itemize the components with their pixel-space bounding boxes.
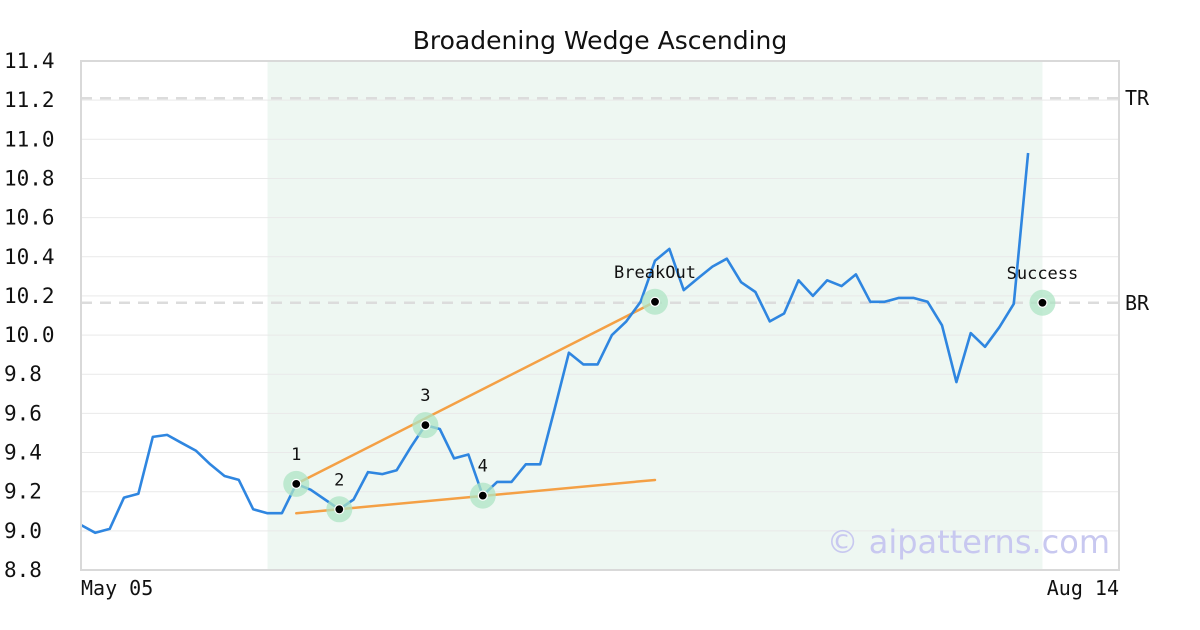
annotation-point (334, 504, 345, 515)
y-tick-label: 9.6 (4, 401, 42, 425)
annotation-label: 4 (478, 457, 488, 477)
watermark: © aipatterns.com (827, 523, 1110, 561)
y-tick-label: 11.4 (4, 49, 55, 73)
y-axis-ticks: 8.8 9.0 9.2 9.4 9.6 9.8 10.0 10.2 10.4 10.6 10.8 11… (4, 49, 55, 582)
annotation-label: 3 (420, 386, 430, 406)
plot-frame (80, 60, 1120, 571)
y-tick-label: 9.8 (4, 362, 42, 386)
y-tick-label: 11.2 (4, 88, 55, 112)
level-label: BR (1125, 291, 1150, 315)
y-tick-label: 9.0 (4, 519, 42, 543)
x-axis-ticks: May 05 Aug 14 (81, 576, 1119, 600)
annotation-point (1037, 297, 1048, 308)
x-tick-label: Aug 14 (1047, 576, 1119, 600)
annotation-point (477, 490, 488, 501)
shaded-region (267, 61, 1043, 570)
y-tick-label: 11.0 (4, 127, 55, 151)
price-series-line (80, 152, 1030, 535)
annotation-label: 2 (334, 470, 344, 490)
annotation-label: BreakOut (614, 263, 696, 283)
series-layer (80, 152, 1030, 535)
y-tick-label: 10.2 (4, 284, 55, 308)
level-label: TR (1125, 86, 1150, 110)
annotation-point (291, 478, 302, 489)
trendline (295, 300, 657, 486)
chart-title: Broadening Wedge Ascending (413, 26, 788, 55)
y-tick-label: 10.4 (4, 245, 55, 269)
y-tick-label: 10.6 (4, 206, 55, 230)
y-tick-label: 9.2 (4, 480, 42, 504)
annotation-markers: 1 2 3 4 BreakOut Success (283, 263, 1078, 523)
x-tick-label: May 05 (81, 576, 153, 600)
y-tick-label: 10.8 (4, 166, 55, 190)
y-tick-label: 10.0 (4, 323, 55, 347)
level-lines: TR BR (81, 86, 1150, 315)
y-tick-label: 8.8 (4, 558, 42, 582)
annotation-label: 1 (291, 445, 301, 465)
annotation-point (649, 296, 661, 307)
annotation-label: Success (1007, 264, 1079, 284)
plot-background-layer (267, 61, 1043, 570)
y-tick-label: 9.4 (4, 441, 42, 465)
annotation-point (420, 420, 431, 431)
